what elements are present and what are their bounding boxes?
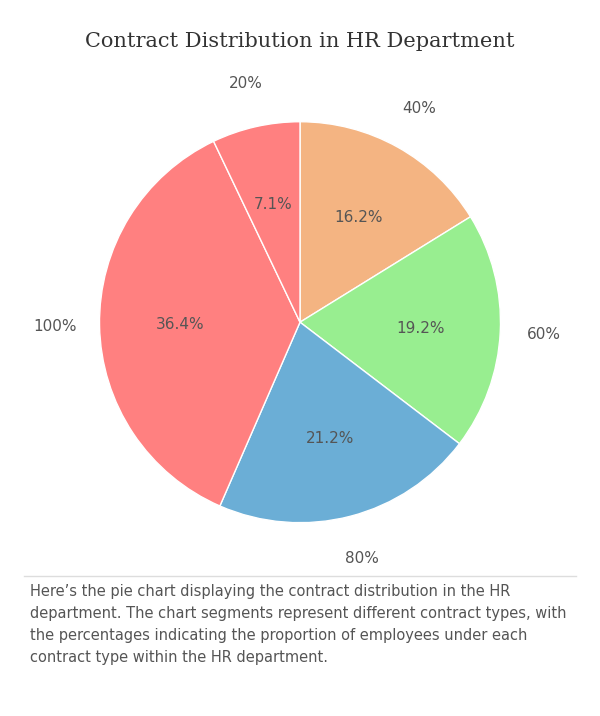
Wedge shape (300, 217, 500, 444)
Text: Here’s the pie chart displaying the contract distribution in the HR
department. : Here’s the pie chart displaying the cont… (30, 584, 566, 665)
Wedge shape (220, 322, 460, 523)
Text: 7.1%: 7.1% (254, 198, 293, 213)
Text: 21.2%: 21.2% (306, 431, 355, 446)
Text: 19.2%: 19.2% (396, 321, 445, 336)
Text: 100%: 100% (34, 319, 77, 334)
Text: 16.2%: 16.2% (334, 210, 383, 225)
Text: 60%: 60% (527, 326, 561, 342)
Wedge shape (214, 122, 300, 322)
Text: Contract Distribution in HR Department: Contract Distribution in HR Department (85, 32, 515, 52)
Text: 80%: 80% (344, 551, 379, 566)
Text: 20%: 20% (229, 76, 263, 91)
Text: 40%: 40% (402, 101, 436, 116)
Text: 36.4%: 36.4% (155, 316, 204, 332)
Wedge shape (100, 141, 300, 506)
Wedge shape (300, 122, 470, 322)
